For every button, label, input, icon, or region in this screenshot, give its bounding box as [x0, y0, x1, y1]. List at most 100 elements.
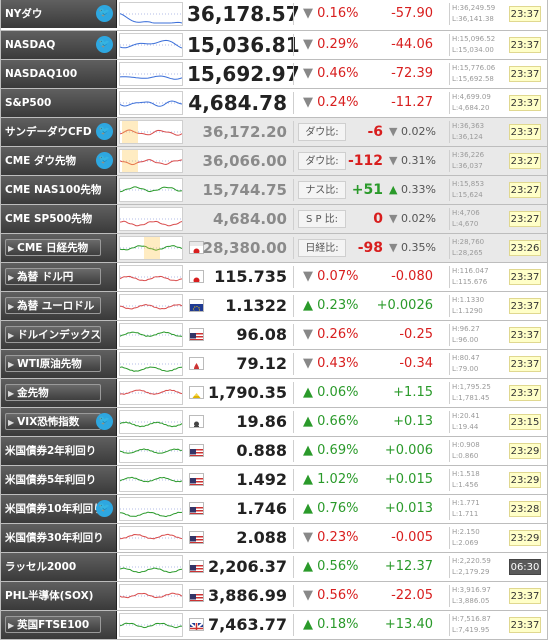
- instrument-label-box[interactable]: ▶ ドルインデックス: [5, 326, 101, 343]
- instrument-name[interactable]: ▶ VIX恐怖指数 🐦: [1, 408, 117, 436]
- instrument-label-box[interactable]: ▶ 英国FTSE100: [5, 616, 101, 633]
- twitter-bird-icon[interactable]: 🐦: [96, 152, 113, 169]
- instrument-name[interactable]: 米国債券10年利回り 🐦: [1, 495, 117, 523]
- sparkline-chart[interactable]: [119, 381, 183, 405]
- instrument-name[interactable]: CME ダウ先物 🐦: [1, 147, 117, 175]
- twitter-bird-icon[interactable]: 🐦: [96, 36, 113, 53]
- sparkline-chart[interactable]: [119, 149, 183, 173]
- point-change: +0.0026: [376, 298, 433, 313]
- instrument-name[interactable]: ラッセル2000: [1, 553, 117, 581]
- sparkline-chart[interactable]: [119, 410, 183, 434]
- sparkline-chart[interactable]: [119, 120, 183, 144]
- instrument-label-box[interactable]: ▶ CME 日経先物: [5, 239, 101, 256]
- divider: [293, 34, 294, 56]
- instrument-name[interactable]: 米国債券5年利回り: [1, 466, 117, 494]
- sparkline-chart[interactable]: [119, 555, 183, 579]
- quote-row[interactable]: ▶ 為替 ドル円 115.735 ▼ 0.07% -0.080 H:116.047 L:11…: [1, 263, 547, 292]
- sparkline-chart[interactable]: [119, 33, 183, 57]
- instrument-name[interactable]: CME NAS100先物: [1, 176, 117, 204]
- arrow-down-icon: ▼: [303, 269, 313, 284]
- percent-change: ▼ 0.26%: [303, 321, 373, 349]
- percent-value: 0.02%: [400, 212, 436, 225]
- sparkline-chart[interactable]: [119, 265, 183, 289]
- price-value: 15,036.81: [187, 33, 300, 57]
- sparkline-chart[interactable]: [119, 323, 183, 347]
- percent-value: 0.07%: [317, 269, 359, 284]
- percent-change: ▲ 0.56%: [303, 553, 373, 581]
- sparkline-chart[interactable]: [119, 352, 183, 376]
- sparkline-chart[interactable]: [119, 62, 183, 86]
- instrument-name[interactable]: ▶ WTI原油先物: [1, 350, 117, 378]
- day-low: L:1.1290: [452, 307, 483, 315]
- update-time: 23:37: [509, 588, 541, 604]
- quote-row[interactable]: ラッセル2000 2,206.37 ▲ 0.56% +12.37 H:2,220.59 L…: [1, 553, 547, 582]
- quote-row[interactable]: S&P500 4,684.78 ▼ 0.24% -11.27 H:4,699.09 L:4…: [1, 89, 547, 118]
- instrument-label-box[interactable]: ▶ WTI原油先物: [5, 355, 101, 372]
- twitter-bird-icon[interactable]: 🐦: [96, 123, 113, 140]
- instrument-name[interactable]: ▶ 為替 ドル円: [1, 263, 117, 291]
- quote-row[interactable]: CME SP500先物 4,684.00 S P 比: 0 ▼ 0.02% H:4,706…: [1, 205, 547, 234]
- divider: [293, 556, 294, 578]
- instrument-name[interactable]: ▶ ドルインデックス: [1, 321, 117, 349]
- twitter-bird-icon[interactable]: 🐦: [96, 500, 113, 517]
- sparkline-chart[interactable]: [119, 526, 183, 550]
- quote-row[interactable]: サンデーダウCFD 🐦 36,172.20 ダウ比: -6 ▼ 0.02% H:36,363…: [1, 118, 547, 147]
- instrument-label-box[interactable]: ▶ 金先物: [5, 384, 101, 401]
- comparison-label: ダウ比:: [298, 152, 346, 170]
- divider: [293, 92, 294, 114]
- quote-row[interactable]: ▶ ドルインデックス 96.08 ▼ 0.26% -0.25 H:96.27 L:96.00…: [1, 321, 547, 350]
- quote-row[interactable]: ▶ 英国FTSE100 7,463.77 ▲ 0.18% +13.40 H:7,516.8…: [1, 611, 547, 640]
- instrument-label-box[interactable]: ▶ 為替 ユーロドル: [5, 297, 101, 314]
- quote-row[interactable]: 米国債券5年利回り 1.492 ▲ 1.02% +0.015 H:1.518 L:1.45…: [1, 466, 547, 495]
- instrument-name[interactable]: CME SP500先物: [1, 205, 117, 233]
- sparkline-chart[interactable]: [119, 439, 183, 463]
- instrument-name[interactable]: ▶ 英国FTSE100: [1, 611, 117, 639]
- instrument-label: VIX恐怖指数: [17, 416, 80, 428]
- instrument-name[interactable]: ▶ 為替 ユーロドル: [1, 292, 117, 320]
- instrument-name[interactable]: NASDAQ100: [1, 60, 117, 88]
- quote-row[interactable]: 米国債券2年利回り 0.888 ▲ 0.69% +0.006 H:0.908 L:0.86…: [1, 437, 547, 466]
- price-value: 15,692.97: [187, 62, 300, 86]
- instrument-name[interactable]: S&P500: [1, 89, 117, 117]
- quote-row[interactable]: ▶ 金先物 1,790.35 ▲ 0.06% +1.15 H:1,795.25 L:1,78…: [1, 379, 547, 408]
- sparkline-chart[interactable]: [119, 178, 183, 202]
- sparkline-chart[interactable]: [119, 207, 183, 231]
- sparkline-chart[interactable]: [119, 468, 183, 492]
- quote-row[interactable]: 米国債券30年利回り 2.088 ▼ 0.23% -0.005 H:2.150 L:2.0…: [1, 524, 547, 553]
- percent-change: ▲ 0.76%: [303, 495, 373, 523]
- sparkline-chart[interactable]: [119, 2, 183, 26]
- instrument-name[interactable]: サンデーダウCFD 🐦: [1, 118, 117, 146]
- quote-row[interactable]: CME ダウ先物 🐦 36,066.00 ダウ比: -112 ▼ 0.31% H:36,22…: [1, 147, 547, 176]
- quote-row[interactable]: ▶ WTI原油先物 79.12 ▼ 0.43% -0.34 H:80.47 L:79.00 2…: [1, 350, 547, 379]
- quote-row[interactable]: ▶ 為替 ユーロドル 1.1322 ▲ 0.23% +0.0026 H:1.1330 L:1…: [1, 292, 547, 321]
- quote-row[interactable]: NYダウ 🐦 36,178.57 ▼ 0.16% -57.90 H:36,249.59 L:…: [1, 0, 547, 31]
- day-high: H:28,760: [452, 238, 485, 246]
- instrument-name[interactable]: NYダウ 🐦: [1, 0, 117, 28]
- quote-row[interactable]: 米国債券10年利回り 🐦 1.746 ▲ 0.76% +0.013 H:1.771 L:1.…: [1, 495, 547, 524]
- instrument-name[interactable]: NASDAQ 🐦: [1, 31, 117, 59]
- instrument-label-box[interactable]: ▶ VIX恐怖指数: [5, 413, 101, 430]
- twitter-bird-icon[interactable]: 🐦: [96, 413, 113, 430]
- quote-row[interactable]: PHL半導体(SOX) 3,886.99 ▼ 0.56% -22.05 H:3,916.…: [1, 582, 547, 611]
- sparkline-chart[interactable]: [119, 91, 183, 115]
- quote-row[interactable]: NASDAQ 🐦 15,036.81 ▼ 0.29% -44.06 H:15,096.52…: [1, 31, 547, 60]
- instrument-label-box[interactable]: ▶ 為替 ドル円: [5, 268, 101, 285]
- sparkline-chart[interactable]: [119, 294, 183, 318]
- instrument-label: ラッセル2000: [5, 561, 77, 573]
- instrument-name[interactable]: 米国債券30年利回り: [1, 524, 117, 552]
- quote-row[interactable]: NASDAQ100 15,692.97 ▼ 0.46% -72.39 H:15,776.…: [1, 60, 547, 89]
- quote-row[interactable]: CME NAS100先物 15,744.75 ナス比: +51 ▲ 0.33% H:15,…: [1, 176, 547, 205]
- sparkline-chart[interactable]: [119, 584, 183, 608]
- day-low: L:19.44: [452, 423, 479, 431]
- instrument-name[interactable]: ▶ CME 日経先物: [1, 234, 117, 262]
- sparkline-chart[interactable]: [119, 236, 183, 260]
- instrument-name[interactable]: 米国債券2年利回り: [1, 437, 117, 465]
- quote-row[interactable]: ▶ CME 日経先物 28,380.00 日経比: -98 ▼ 0.35% H:28,760…: [1, 234, 547, 263]
- instrument-name[interactable]: PHL半導体(SOX): [1, 582, 117, 610]
- instrument-label: 為替 ドル円: [17, 271, 74, 283]
- sparkline-chart[interactable]: [119, 497, 183, 521]
- sparkline-chart[interactable]: [119, 613, 183, 637]
- twitter-bird-icon[interactable]: 🐦: [96, 5, 113, 22]
- quote-row[interactable]: ▶ VIX恐怖指数 🐦 19.86 ▲ 0.66% +0.13 H:20.41 L:19.44…: [1, 408, 547, 437]
- instrument-name[interactable]: ▶ 金先物: [1, 379, 117, 407]
